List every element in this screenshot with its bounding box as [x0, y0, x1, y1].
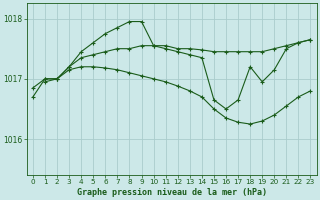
X-axis label: Graphe pression niveau de la mer (hPa): Graphe pression niveau de la mer (hPa) [77, 188, 267, 197]
